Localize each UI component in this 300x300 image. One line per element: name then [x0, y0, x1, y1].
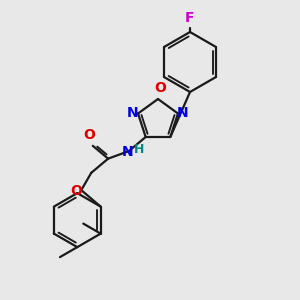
Text: N: N: [122, 145, 134, 159]
Text: H: H: [134, 142, 144, 156]
Text: O: O: [83, 128, 95, 142]
Text: O: O: [70, 184, 82, 198]
Text: N: N: [177, 106, 189, 119]
Text: O: O: [154, 81, 166, 95]
Text: N: N: [127, 106, 139, 119]
Text: F: F: [185, 11, 195, 25]
